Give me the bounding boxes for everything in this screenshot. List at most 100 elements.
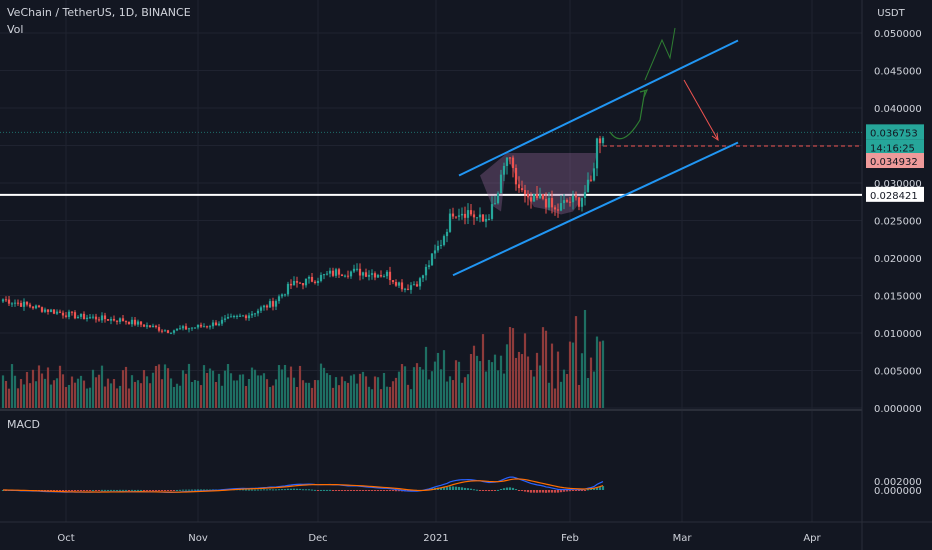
volume-bar: [448, 376, 452, 408]
candle-body: [175, 328, 179, 331]
volume-bar: [376, 377, 380, 408]
candle-body: [415, 284, 419, 287]
macd-hist-bar: [514, 489, 518, 491]
macd-hist-bar: [181, 489, 185, 491]
candle-body: [496, 193, 500, 204]
candle-body: [592, 168, 596, 181]
candle: [424, 264, 428, 281]
macd-hist-bar: [268, 489, 272, 491]
candle: [499, 169, 503, 194]
candle: [556, 203, 560, 218]
volume-bar: [148, 383, 152, 408]
volume-bar: [142, 370, 146, 408]
candle-body: [574, 195, 578, 198]
candle-body: [370, 273, 374, 275]
macd-hist-bar: [559, 490, 563, 493]
candle: [358, 263, 362, 281]
candle-body: [163, 330, 167, 332]
candle-body: [373, 273, 377, 278]
macd-hist-bar: [538, 490, 542, 493]
volume-bar: [118, 385, 122, 408]
candle-body: [322, 274, 326, 276]
candle-body: [442, 236, 446, 245]
macd-hist-bar: [511, 487, 515, 490]
volume-bar: [7, 388, 11, 408]
volume-bar: [529, 369, 533, 408]
candle-body: [94, 316, 98, 320]
candle: [181, 324, 185, 331]
candle: [286, 281, 290, 297]
volume-bar: [199, 385, 203, 408]
price-tick-label: 0.045000: [874, 67, 922, 78]
candle: [370, 269, 374, 280]
target-badge-bg: [866, 153, 924, 169]
macd-hist-bar: [178, 489, 182, 491]
candle: [457, 208, 461, 221]
volume-bar: [58, 365, 62, 408]
volume-bar: [43, 378, 47, 408]
projection-green-arrow: [609, 89, 646, 140]
macd-tick-label: 0.000000: [874, 486, 922, 497]
volume-bar: [439, 369, 443, 408]
volume-bar: [361, 371, 365, 408]
volume-bar: [313, 380, 317, 408]
macd-hist-bar: [460, 487, 464, 490]
macd-hist-bar: [196, 489, 200, 491]
candle-body: [481, 214, 485, 222]
volume-bar: [211, 370, 215, 408]
macd-hist-bar: [193, 489, 197, 491]
candle-body: [553, 207, 557, 210]
candle: [37, 304, 41, 308]
volume-bar: [16, 388, 20, 408]
macd-hist-bar: [394, 490, 398, 492]
volume-bar: [244, 385, 248, 408]
candle-body: [547, 198, 551, 208]
volume-bar: [40, 373, 44, 408]
macd-hist-bar: [121, 489, 125, 491]
macd-hist-bar: [103, 489, 107, 491]
macd-hist-bar: [388, 490, 392, 491]
volume-bar: [538, 365, 542, 408]
candle-body: [478, 214, 482, 218]
candle-body: [319, 274, 323, 281]
candle: [55, 309, 59, 315]
volume-bar: [145, 376, 149, 408]
candle-body: [85, 317, 89, 319]
candle-body: [211, 322, 215, 327]
macd-hist-bar: [448, 486, 452, 490]
macd-hist-bar: [298, 488, 302, 490]
macd-hist-bar: [73, 490, 77, 491]
candle: [22, 298, 26, 311]
candle: [223, 315, 227, 323]
candle-body: [349, 271, 353, 277]
candle-body: [19, 302, 23, 307]
candle-body: [76, 316, 80, 319]
volume-bar: [151, 372, 155, 408]
volume-bar: [454, 360, 458, 408]
candle-body: [340, 274, 344, 277]
volume-bar: [46, 367, 50, 408]
candle: [412, 281, 416, 286]
candle-body: [538, 194, 542, 199]
candle-body: [217, 323, 221, 326]
volume-bar: [247, 379, 251, 408]
candle-body: [403, 288, 407, 290]
candle: [91, 314, 95, 320]
macd-hist-bar: [565, 490, 569, 492]
candle-body: [100, 315, 104, 321]
volume-bar: [25, 371, 29, 408]
candle: [400, 279, 404, 292]
currency-label: USDT: [877, 8, 905, 19]
volume-bar: [271, 385, 275, 408]
candle-body: [268, 301, 272, 308]
candle: [274, 299, 278, 310]
candle-body: [334, 269, 338, 276]
candle-body: [37, 305, 41, 308]
candle: [388, 266, 392, 286]
macd-hist-bar: [67, 490, 71, 491]
macd-hist-bar: [490, 490, 494, 491]
candle-body: [109, 318, 113, 321]
volume-bar: [28, 383, 32, 408]
channel-lower-line: [452, 141, 739, 277]
